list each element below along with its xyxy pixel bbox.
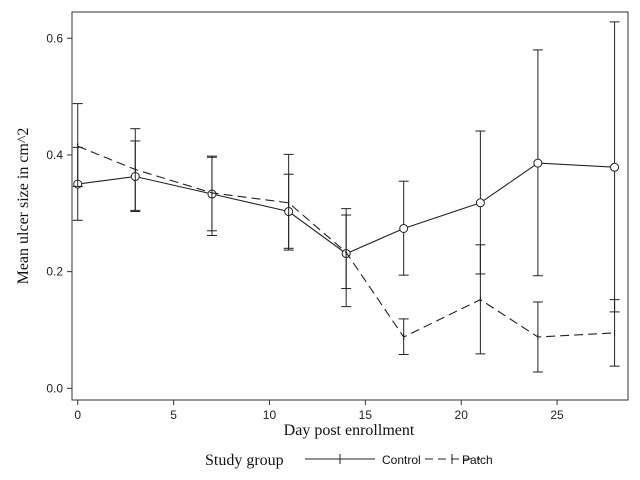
y-tick-label: 0.4 — [46, 148, 63, 162]
axis-ticks: 0 5 10 15 20 25 0.0 0.2 0.4 0.6 — [46, 31, 564, 422]
x-tick-label: 10 — [263, 408, 277, 422]
legend-label-patch: Patch — [462, 453, 493, 467]
x-tick-label: 20 — [455, 408, 469, 422]
data-point — [610, 162, 620, 172]
x-tick-label: 0 — [74, 408, 81, 422]
legend: Study group Control Patch — [205, 452, 493, 469]
data-point — [533, 158, 543, 168]
y-tick-label: 0.0 — [46, 381, 63, 395]
x-tick-label: 15 — [359, 408, 373, 422]
series-layer — [72, 21, 620, 373]
series-patch — [72, 103, 620, 373]
y-tick-label: 0.6 — [46, 31, 63, 45]
y-tick-label: 0.2 — [46, 265, 63, 279]
legend-label-control: Control — [382, 453, 421, 467]
data-point — [475, 198, 485, 208]
legend-title: Study group — [205, 452, 284, 469]
x-tick-label: 5 — [170, 408, 177, 422]
data-point — [399, 223, 409, 233]
x-axis-title: Day post enrollment — [284, 422, 415, 439]
plot-frame — [71, 11, 629, 401]
y-axis-title: Mean ulcer size in cm^2 — [15, 128, 32, 285]
x-tick-label: 25 — [550, 408, 564, 422]
